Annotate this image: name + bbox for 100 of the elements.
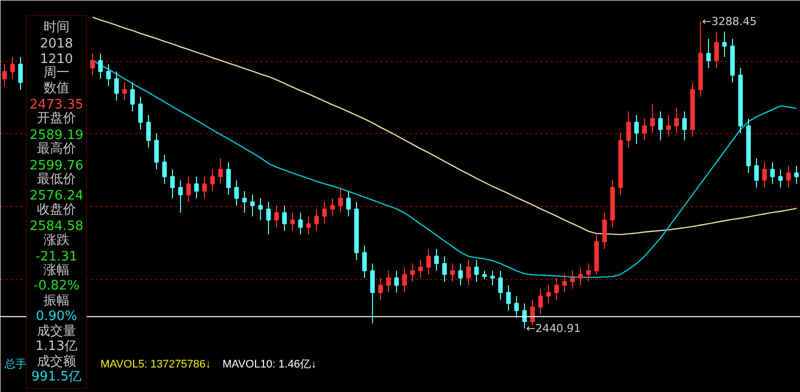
candlestick <box>290 212 295 232</box>
candlestick <box>122 82 127 101</box>
candlestick <box>418 259 423 279</box>
candlestick <box>186 176 191 202</box>
annotation: ←2440.91 <box>526 322 581 335</box>
candlestick <box>490 270 495 286</box>
candlestick <box>674 107 679 134</box>
candlestick <box>562 274 567 294</box>
annotation: 振幅 <box>44 294 70 309</box>
candlestick <box>274 205 279 228</box>
candlestick <box>162 154 167 184</box>
candlestick <box>434 248 439 272</box>
candlestick <box>346 190 351 217</box>
candlestick <box>554 278 559 300</box>
annotation: MAVOL10: 1.46亿↓ <box>222 358 316 370</box>
candlestick <box>666 114 671 138</box>
annotation: 成交量 <box>37 323 76 339</box>
candlestick <box>458 263 463 286</box>
candlestick <box>338 186 343 214</box>
candlestick <box>242 190 247 214</box>
candlestick <box>114 71 119 101</box>
candlestick <box>722 31 727 58</box>
candlestick <box>522 302 527 329</box>
candlestick <box>106 64 111 86</box>
candlestick <box>706 38 711 68</box>
candlestick <box>282 205 287 232</box>
candlestick <box>498 270 503 300</box>
candlestick <box>570 270 575 290</box>
annotation: 0.90% <box>36 308 78 324</box>
candlestick <box>546 284 551 304</box>
annotation: 数值 <box>44 80 70 96</box>
candlestick <box>202 176 207 199</box>
candlestick <box>450 263 455 282</box>
candlestick <box>378 278 383 300</box>
annotation: -21.31 <box>36 250 78 264</box>
candlestick <box>194 176 199 199</box>
candlestick <box>602 212 607 250</box>
candlestick <box>586 263 591 282</box>
annotation: 最低价 <box>37 172 76 187</box>
annotation: 1.13亿 <box>36 339 78 354</box>
annotation: 2473.35 <box>30 98 84 112</box>
candlestick <box>770 162 775 184</box>
candlestick <box>138 96 143 130</box>
annotation: 涨跌 <box>44 232 70 248</box>
candlestick <box>330 198 335 217</box>
annotation: 开盘价 <box>37 111 76 126</box>
candlestick <box>266 201 271 236</box>
candlestick <box>474 259 479 282</box>
candlestick <box>130 82 135 112</box>
candlestick <box>506 284 511 312</box>
annotation: 周一 <box>44 66 70 81</box>
candlestick <box>642 118 647 141</box>
candlestick <box>754 158 759 188</box>
candlestick <box>410 263 415 282</box>
annotation: 2018 <box>40 36 74 52</box>
annotation: 涨幅 <box>44 263 70 278</box>
candlestick <box>578 266 583 286</box>
candlestick <box>658 110 663 141</box>
candlestick <box>298 212 303 236</box>
annotation: 总手 <box>4 358 26 370</box>
candlestick <box>538 288 543 315</box>
candlestick <box>778 168 783 188</box>
candlestick <box>714 31 719 68</box>
candlestick <box>386 270 391 294</box>
annotation: 2589.19 <box>30 128 84 143</box>
candlestick <box>178 180 183 214</box>
candlestick <box>466 259 471 286</box>
candlestick <box>98 52 103 80</box>
annotation: 时间 <box>44 20 70 35</box>
candlestick <box>762 162 767 188</box>
candlestick <box>258 198 263 221</box>
candlestick <box>402 266 407 294</box>
annotation: 2576.24 <box>30 188 84 204</box>
candlestick <box>218 158 223 184</box>
annotation: 最高价 <box>37 140 76 157</box>
candlestick <box>626 110 631 148</box>
candlestick <box>634 114 639 144</box>
candlestick <box>170 168 175 199</box>
candlestick <box>154 132 159 170</box>
candlestick <box>322 201 327 224</box>
candlestick <box>426 248 431 275</box>
candlestick <box>650 104 655 134</box>
candlestick <box>370 263 375 324</box>
candlestick <box>234 180 239 206</box>
candlestick <box>250 194 255 217</box>
candlestick <box>442 256 447 282</box>
candlestick <box>2 64 7 86</box>
annotation: 2584.58 <box>30 219 84 234</box>
annotation: 成交额 <box>37 353 76 370</box>
candlestick <box>10 56 15 80</box>
candlestick <box>786 165 791 188</box>
candlestick <box>514 296 519 318</box>
annotation: 1210 <box>40 52 74 67</box>
candlestick <box>90 52 95 76</box>
candlestick <box>306 216 311 236</box>
candlestick <box>394 270 399 294</box>
candlestick <box>210 168 215 192</box>
annotation: ←3288.45 <box>702 14 757 28</box>
candlestick <box>226 162 231 196</box>
candlestick <box>314 208 319 232</box>
